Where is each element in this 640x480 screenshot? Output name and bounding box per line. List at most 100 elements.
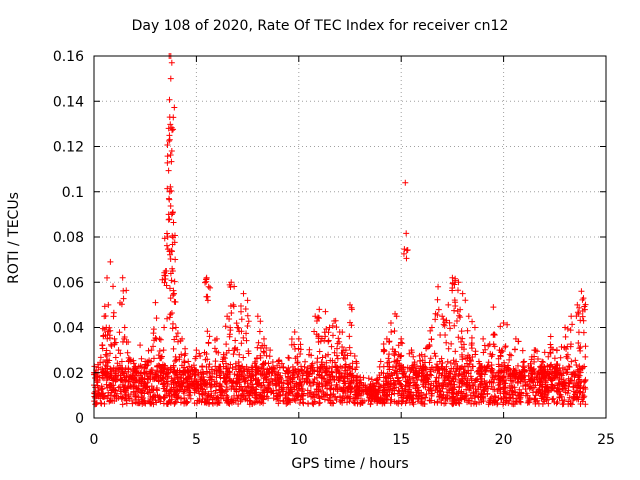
data-point bbox=[395, 342, 402, 349]
data-point bbox=[316, 348, 323, 355]
data-point bbox=[268, 388, 275, 395]
axis-ticks: 0 5 10 15 20 25 0 0.02 0.04 0.06 0.08 0.1 0.12 0.14 0.… bbox=[53, 49, 615, 448]
data-point bbox=[539, 390, 546, 397]
data-point bbox=[171, 392, 178, 399]
data-point bbox=[153, 335, 160, 342]
data-point bbox=[269, 380, 276, 387]
data-point bbox=[166, 216, 173, 223]
data-point bbox=[228, 379, 235, 386]
data-point bbox=[380, 384, 387, 391]
data-point bbox=[177, 399, 184, 406]
data-point bbox=[400, 250, 407, 257]
data-point bbox=[164, 315, 171, 322]
data-point bbox=[383, 380, 390, 387]
data-point bbox=[205, 283, 212, 290]
data-point bbox=[522, 379, 529, 386]
data-point bbox=[313, 381, 320, 388]
data-point bbox=[444, 358, 451, 365]
data-point bbox=[301, 363, 308, 370]
data-point bbox=[315, 333, 322, 340]
data-point bbox=[463, 386, 470, 393]
data-point bbox=[172, 398, 179, 405]
data-point bbox=[384, 359, 391, 366]
data-point bbox=[211, 378, 218, 385]
data-point bbox=[353, 364, 360, 371]
data-point bbox=[542, 370, 549, 377]
data-point bbox=[274, 395, 281, 402]
data-point bbox=[453, 368, 460, 375]
data-point bbox=[164, 153, 171, 160]
data-point bbox=[492, 396, 499, 403]
data-point bbox=[573, 394, 580, 401]
data-point bbox=[457, 306, 464, 313]
data-point bbox=[508, 352, 515, 359]
data-point bbox=[385, 355, 392, 362]
data-point bbox=[478, 390, 485, 397]
data-point bbox=[461, 368, 468, 375]
data-point bbox=[491, 331, 498, 338]
data-point bbox=[141, 397, 148, 404]
data-point bbox=[533, 388, 540, 395]
data-point bbox=[547, 341, 554, 348]
data-point bbox=[547, 349, 554, 356]
data-point bbox=[183, 376, 190, 383]
data-point bbox=[386, 351, 393, 358]
data-point bbox=[451, 322, 458, 329]
data-point bbox=[243, 388, 250, 395]
data-point bbox=[196, 390, 203, 397]
data-point bbox=[116, 383, 123, 390]
data-point bbox=[566, 394, 573, 401]
data-point bbox=[157, 368, 164, 375]
data-point bbox=[485, 359, 492, 366]
data-point bbox=[445, 301, 452, 308]
data-point bbox=[315, 400, 322, 407]
data-point bbox=[347, 389, 354, 396]
data-point bbox=[459, 290, 466, 297]
data-point bbox=[448, 340, 455, 347]
data-point bbox=[104, 384, 111, 391]
data-point bbox=[167, 183, 174, 190]
data-point bbox=[340, 347, 347, 354]
data-point bbox=[119, 401, 126, 408]
data-point bbox=[400, 370, 407, 377]
data-point bbox=[219, 392, 226, 399]
data-point bbox=[135, 400, 142, 407]
data-point bbox=[249, 364, 256, 371]
data-point bbox=[405, 386, 412, 393]
data-point bbox=[266, 353, 273, 360]
data-point bbox=[100, 359, 107, 366]
data-point bbox=[132, 399, 139, 406]
data-point bbox=[112, 354, 119, 361]
data-point bbox=[466, 387, 473, 394]
data-point bbox=[205, 364, 212, 371]
data-point bbox=[577, 369, 584, 376]
data-point bbox=[204, 328, 211, 335]
data-point bbox=[384, 363, 391, 370]
data-point bbox=[519, 347, 526, 354]
data-point bbox=[342, 363, 349, 370]
data-point bbox=[582, 343, 589, 350]
data-point bbox=[192, 369, 199, 376]
data-point bbox=[500, 401, 507, 408]
data-point bbox=[456, 366, 463, 373]
data-point bbox=[223, 360, 230, 367]
data-point bbox=[294, 359, 301, 366]
data-point bbox=[539, 358, 546, 365]
data-point bbox=[549, 396, 556, 403]
data-point bbox=[186, 363, 193, 370]
data-point bbox=[348, 304, 355, 311]
data-point bbox=[97, 366, 104, 373]
data-point bbox=[441, 374, 448, 381]
data-point bbox=[528, 375, 535, 382]
data-point bbox=[123, 287, 130, 294]
data-point bbox=[418, 372, 425, 379]
data-point bbox=[166, 132, 173, 139]
data-point bbox=[407, 393, 414, 400]
data-point bbox=[517, 399, 524, 406]
data-point bbox=[318, 335, 325, 342]
data-point bbox=[550, 395, 557, 402]
data-point bbox=[349, 365, 356, 372]
data-point bbox=[477, 375, 484, 382]
data-point bbox=[212, 390, 219, 397]
data-point bbox=[580, 317, 587, 324]
